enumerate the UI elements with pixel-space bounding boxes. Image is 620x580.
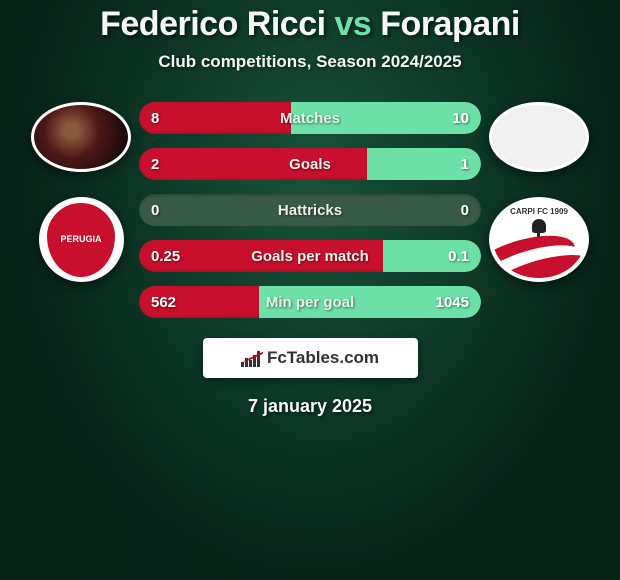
stat-value-right: 1 bbox=[461, 156, 469, 173]
stat-fill-left bbox=[139, 102, 291, 134]
stat-value-left: 562 bbox=[151, 294, 176, 311]
subtitle: Club competitions, Season 2024/2025 bbox=[158, 52, 461, 72]
date-label: 7 january 2025 bbox=[248, 396, 372, 417]
stat-value-left: 2 bbox=[151, 156, 159, 173]
stat-label: Hattricks bbox=[278, 202, 342, 219]
stat-label: Min per goal bbox=[266, 294, 354, 311]
stat-label: Goals per match bbox=[251, 248, 369, 265]
brand-logo: FcTables.com bbox=[203, 338, 418, 378]
player2-column: CARPI FC 1909 bbox=[489, 102, 589, 282]
player2-club-badge: CARPI FC 1909 bbox=[489, 197, 589, 282]
stat-row: 2 1 Goals bbox=[139, 148, 481, 180]
player2-badge-text: CARPI FC 1909 bbox=[510, 207, 568, 216]
stat-value-right: 1045 bbox=[436, 294, 469, 311]
title-player2: Forapani bbox=[380, 5, 520, 43]
stat-value-left: 0 bbox=[151, 202, 159, 219]
page-title: Federico Ricci vs Forapani bbox=[100, 5, 520, 44]
stat-value-right: 0.1 bbox=[448, 248, 469, 265]
stat-value-right: 10 bbox=[452, 110, 469, 127]
title-player1: Federico Ricci bbox=[100, 5, 325, 43]
stat-fill-left bbox=[139, 148, 367, 180]
title-vs: vs bbox=[335, 5, 372, 43]
stat-label: Goals bbox=[289, 156, 331, 173]
stat-row: 0.25 0.1 Goals per match bbox=[139, 240, 481, 272]
stat-row: 8 10 Matches bbox=[139, 102, 481, 134]
player1-badge-text: PERUGIA bbox=[60, 235, 101, 244]
stat-value-left: 8 bbox=[151, 110, 159, 127]
brand-text: FcTables.com bbox=[267, 348, 379, 368]
player1-club-badge: PERUGIA bbox=[39, 197, 124, 282]
chart-icon bbox=[241, 349, 263, 367]
stat-row: 562 1045 Min per goal bbox=[139, 286, 481, 318]
comparison-row: PERUGIA 8 10 Matches 2 1 Goals 0 0 Hattricks 0.25… bbox=[0, 102, 620, 318]
stats-list: 8 10 Matches 2 1 Goals 0 0 Hattricks 0.25 0.1 Goals… bbox=[139, 102, 481, 318]
stat-value-right: 0 bbox=[461, 202, 469, 219]
stat-value-left: 0.25 bbox=[151, 248, 180, 265]
player1-column: PERUGIA bbox=[31, 102, 131, 282]
player2-avatar bbox=[489, 102, 589, 172]
stat-label: Matches bbox=[280, 110, 340, 127]
stat-row: 0 0 Hattricks bbox=[139, 194, 481, 226]
player1-avatar bbox=[31, 102, 131, 172]
